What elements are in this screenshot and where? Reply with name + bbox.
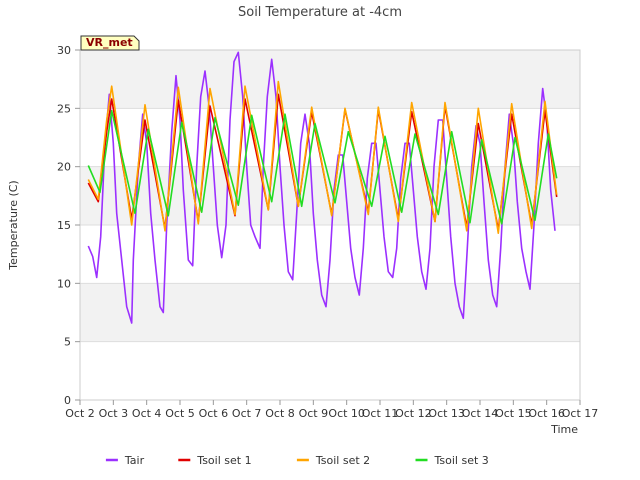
x-axis-ticks: Oct 2 Oct 3 Oct 4 Oct 5 Oct 6 Oct 7 Oct 8 Oct 9… (65, 400, 598, 420)
plot-band (80, 50, 580, 109)
x-tick-label: Oct 8 (265, 407, 295, 420)
legend-label: Tsoil set 3 (434, 454, 489, 467)
x-tick-label: Oct 10 (328, 407, 365, 420)
x-tick-label: Oct 7 (232, 407, 262, 420)
legend: Tair Tsoil set 1 Tsoil set 2 Tsoil set 3 (105, 454, 489, 467)
plot-band (80, 283, 580, 342)
plot-band (80, 341, 580, 400)
chart-title: Soil Temperature at -4cm (238, 5, 402, 20)
x-tick-label: Oct 17 (562, 407, 599, 420)
y-axis-label: Temperature (C) (7, 180, 20, 270)
badge-box (80, 35, 140, 51)
legend-item-tsoil-set-1: Tsoil set 1 (178, 454, 252, 467)
x-axis-label: Time (550, 423, 578, 436)
series-lines (87, 51, 558, 324)
legend-label: Tair (124, 454, 145, 467)
x-tick-label: Oct 5 (165, 407, 195, 420)
y-tick-label: 0 (64, 394, 71, 407)
x-tick-label: Oct 13 (428, 407, 465, 420)
y-tick-label: 15 (57, 219, 71, 232)
y-tick-label: 20 (57, 161, 71, 174)
x-tick-label: Oct 16 (528, 407, 565, 420)
y-tick-label: 10 (57, 277, 71, 290)
x-tick-label: Oct 15 (495, 407, 532, 420)
x-tick-label: Oct 14 (462, 407, 499, 420)
legend-item-tsoil-set-2: Tsoil set 2 (296, 454, 370, 467)
y-tick-label: 25 (57, 102, 71, 115)
plot-band (80, 108, 580, 167)
x-tick-label: Oct 9 (299, 407, 329, 420)
x-tick-label: Oct 6 (199, 407, 229, 420)
x-tick-label: Oct 2 (65, 407, 95, 420)
x-tick-label: Oct 3 (99, 407, 129, 420)
x-tick-label: Oct 12 (395, 407, 432, 420)
legend-label: Tsoil set 2 (315, 454, 370, 467)
y-tick-label: 30 (57, 44, 71, 57)
y-axis-ticks: 0 5 10 15 20 25 30 (57, 44, 80, 407)
series-line-tsoil-set-3 (87, 109, 558, 225)
vr-met-badge: VR_met (80, 35, 140, 51)
badge-label: VR_met (86, 36, 133, 49)
y-tick-label: 5 (64, 336, 71, 349)
legend-label: Tsoil set 1 (196, 454, 251, 467)
x-tick-label: Oct 11 (362, 407, 399, 420)
plot-background-bands (80, 50, 580, 400)
legend-item-tair: Tair (105, 454, 145, 467)
x-tick-label: Oct 4 (132, 407, 162, 420)
series-line-tsoil-set-2 (87, 80, 558, 234)
legend-item-tsoil-set-3: Tsoil set 3 (415, 454, 489, 467)
